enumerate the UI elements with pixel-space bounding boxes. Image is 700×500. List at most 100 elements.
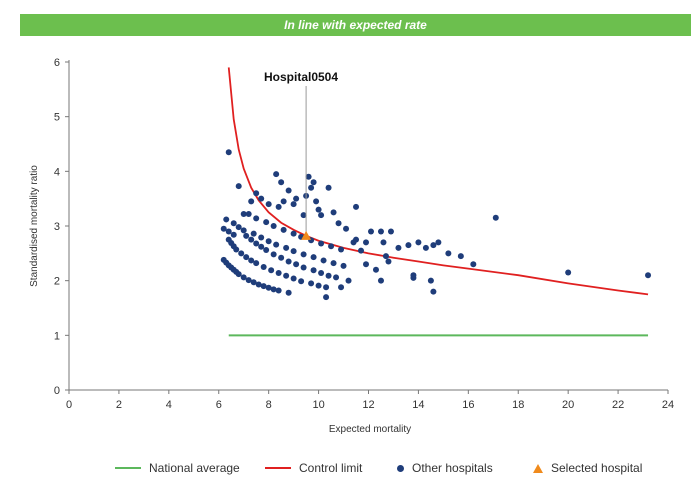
other-hospital-point <box>367 228 374 235</box>
other-hospital-point <box>250 230 257 237</box>
other-hospital-point <box>318 270 325 277</box>
other-hospital-point <box>300 251 307 258</box>
other-hospital-point <box>293 195 300 202</box>
other-hospital-point <box>278 179 285 186</box>
x-tick-label: 8 <box>266 399 272 411</box>
other-hospital-point <box>320 257 327 264</box>
other-hospital-point <box>258 234 265 241</box>
other-hospital-point <box>230 220 237 227</box>
selected-hospital-callout: Hospital0504 <box>264 70 338 84</box>
other-hospital-point <box>377 228 384 235</box>
other-hospital-point <box>265 238 272 245</box>
triangle-icon <box>533 463 543 473</box>
other-hospital-point <box>470 261 477 268</box>
other-hospital-point <box>492 214 499 221</box>
other-hospital-point <box>353 236 360 243</box>
legend-selected-hospital[interactable]: Selected hospital <box>533 458 642 478</box>
x-tick-label: 16 <box>462 399 474 411</box>
other-hospital-point <box>223 216 230 223</box>
other-hospital-point <box>422 244 429 251</box>
legend-other-hospitals[interactable]: Other hospitals <box>397 458 493 478</box>
other-hospital-point <box>358 247 365 254</box>
other-hospital-point <box>260 283 267 290</box>
other-hospital-point <box>250 279 257 286</box>
control-limit-line-icon <box>265 467 291 469</box>
legend-label: Control limit <box>299 461 363 475</box>
other-hospital-point <box>435 239 442 246</box>
other-hospital-point <box>245 210 252 217</box>
other-hospital-point <box>330 260 337 267</box>
other-hospital-point <box>240 210 247 217</box>
other-hospital-point <box>310 179 317 186</box>
other-hospital-point <box>430 288 437 295</box>
control-limit-line <box>227 67 649 296</box>
other-hospital-point <box>283 272 290 279</box>
x-tick-label: 12 <box>362 399 374 411</box>
y-tick-label: 0 <box>54 385 60 397</box>
other-hospital-point <box>328 243 335 250</box>
other-hospital-point <box>245 277 252 284</box>
other-hospital-point <box>305 173 312 180</box>
other-hospital-point <box>253 260 260 267</box>
other-hospital-point <box>260 264 267 270</box>
other-hospital-point <box>343 225 350 232</box>
other-hospital-point <box>395 244 402 251</box>
other-hospital-point <box>410 272 417 279</box>
other-hospital-point <box>278 254 285 261</box>
other-hospital-point <box>290 248 297 255</box>
other-hospital-point <box>253 215 260 222</box>
other-hospital-point <box>280 226 287 233</box>
other-hospital-point <box>235 271 242 278</box>
other-hospital-point <box>225 228 232 235</box>
other-hospital-point <box>315 282 322 289</box>
x-tick-label: 4 <box>166 399 172 411</box>
other-hospital-point <box>363 239 370 246</box>
other-hospital-point <box>270 286 277 293</box>
other-hospital-point <box>308 280 315 287</box>
other-hospital-point <box>427 277 434 284</box>
y-tick-label: 5 <box>54 112 60 124</box>
other-hospital-point <box>255 281 262 288</box>
dot-icon <box>397 464 404 472</box>
other-hospital-point <box>265 201 272 208</box>
other-hospital-point <box>318 240 325 247</box>
other-hospital-point <box>377 277 384 284</box>
other-hospital-point <box>248 198 255 205</box>
other-hospital-point <box>268 267 275 274</box>
x-tick-label: 14 <box>412 399 424 411</box>
other-hospital-point <box>298 278 305 285</box>
other-hospital-point <box>300 264 307 271</box>
selected-hospital-point <box>301 230 312 240</box>
other-hospital-point <box>333 274 340 281</box>
other-hospital-point <box>308 184 315 191</box>
other-hospital-point <box>363 261 370 268</box>
other-hospital-point <box>243 254 250 261</box>
other-hospital-point <box>325 184 332 191</box>
other-hospital-point <box>253 240 260 247</box>
other-hospital-point <box>387 228 394 235</box>
other-hospital-point <box>323 294 330 301</box>
y-tick-label: 6 <box>54 57 60 69</box>
other-hospital-point <box>275 203 282 210</box>
x-tick-label: 0 <box>66 399 72 411</box>
other-hospital-point <box>283 244 290 251</box>
y-tick-label: 3 <box>54 221 60 233</box>
status-banner-text: In line with expected rate <box>284 18 427 32</box>
other-hospital-point <box>270 251 277 258</box>
other-hospital-point <box>385 258 392 265</box>
other-hospital-point <box>273 241 280 248</box>
other-hospital-point <box>380 239 387 246</box>
other-hospital-point <box>235 183 242 190</box>
legend-label: Selected hospital <box>551 461 643 475</box>
other-hospital-point <box>240 274 247 281</box>
legend-control-limit[interactable]: Control limit <box>265 458 362 478</box>
legend-national-average[interactable]: National average <box>115 458 240 478</box>
other-hospital-point <box>405 242 412 249</box>
other-hospital-point <box>238 250 245 257</box>
other-hospital-point <box>353 203 360 210</box>
national-average-line-icon <box>115 467 141 469</box>
plot-marks <box>220 67 652 337</box>
other-hospital-point <box>263 219 270 226</box>
